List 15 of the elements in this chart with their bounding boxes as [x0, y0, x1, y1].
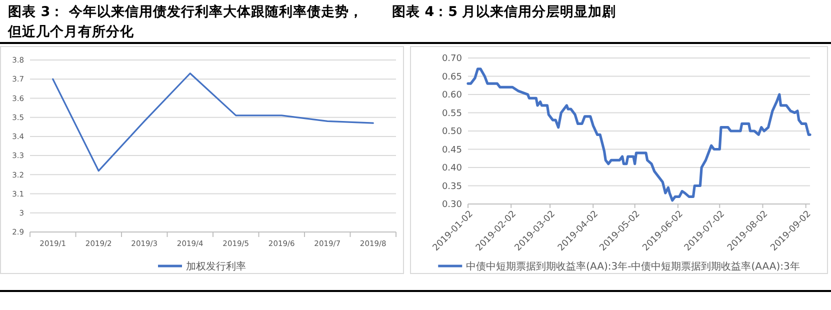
y-tick-label: 0.30: [442, 200, 462, 210]
line-series: [52, 72, 374, 172]
chart-title: 图表 4：5 月以来信用分层明显加剧: [392, 3, 618, 22]
y-tick-label: 0.40: [442, 164, 462, 174]
line-series: [466, 68, 812, 202]
y-tick-label: 0.55: [442, 108, 462, 119]
chart-title: 图表 3： 今年以来信用债发行利率大体跟随利率债走势，但近几个月有所分化: [8, 3, 364, 42]
y-tick-label: 0.50: [442, 127, 462, 138]
legend-label: 中债中短期票据到期收益率(AA):3年-中债中短期票据到期收益率(AAA):3年: [466, 260, 800, 272]
y-tick-label: 0.70: [442, 54, 462, 64]
y-tick-label: 0.65: [442, 72, 462, 82]
y-tick-label: 0.60: [442, 90, 462, 101]
y-tick-label: 0.45: [442, 145, 462, 156]
y-tick-label: 0.35: [442, 182, 462, 192]
legend-label: 加权发行利率: [186, 260, 246, 272]
